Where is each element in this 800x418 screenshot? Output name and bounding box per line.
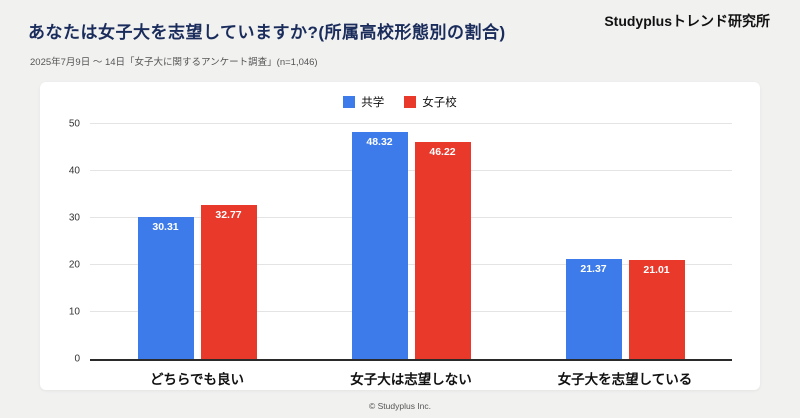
x-axis-labels: どちらでも良い 女子大は志望しない 女子大を志望している	[90, 368, 732, 388]
y-axis-tick-label: 50	[68, 118, 80, 130]
y-axis-tick-label: 40	[68, 165, 80, 177]
legend-label: 共学	[361, 97, 385, 109]
bar-共学-どちらでも良い: 30.31	[137, 216, 194, 359]
bar-value-label: 21.37	[580, 262, 607, 275]
legend-swatch-icon	[343, 96, 356, 108]
bar-groups: 30.31 32.77 48.32 46.22 21.37 21.01	[90, 124, 732, 359]
bar-共学-女子大は志望しない: 48.32	[351, 131, 408, 359]
legend-label: 女子校	[422, 97, 457, 109]
chart-legend: 共学 女子校	[40, 94, 760, 110]
legend-item: 共学	[343, 94, 384, 110]
gridline	[90, 123, 732, 124]
bar-共学-女子大を志望している: 21.37	[565, 258, 622, 359]
gridline	[90, 170, 732, 171]
chart-card: 共学 女子校 30.31 32.77 48.32 46.22 21.37 21.01 0 10…	[40, 82, 760, 390]
survey-subtitle: 2025年7月9日 〜 14日「女子大に関するアンケート調査」(n=1,046)	[30, 57, 318, 68]
copyright-text: © Studyplus Inc.	[368, 401, 431, 411]
bar-value-label: 30.31	[152, 220, 179, 233]
y-axis-tick-label: 10	[68, 306, 80, 318]
gridline	[90, 264, 732, 265]
gridline	[90, 311, 732, 312]
brand-logo-text: Studyplusトレンド研究所	[604, 13, 770, 29]
category-label: 女子大は志望しない	[350, 372, 472, 387]
gridline	[90, 217, 732, 218]
y-axis-tick-label: 30	[68, 212, 80, 224]
legend-swatch-icon	[404, 96, 417, 108]
plot-area: 30.31 32.77 48.32 46.22 21.37 21.01 0 10 20 30 40…	[69, 119, 732, 365]
bar-group: 48.32 46.22	[304, 124, 518, 359]
bar-group: 30.31 32.77	[90, 124, 304, 359]
bar-value-label: 46.22	[429, 145, 456, 158]
bar-value-label: 32.77	[215, 208, 242, 221]
y-axis-tick-label: 0	[74, 353, 80, 365]
bar-女子校-どちらでも良い: 32.77	[200, 204, 257, 359]
bar-女子校-女子大を志望している: 21.01	[628, 260, 685, 359]
legend-item: 女子校	[404, 94, 457, 110]
page-title: あなたは女子大を志望していますか?(所属高校形態別の割合)	[28, 23, 506, 42]
bar-value-label: 48.32	[366, 135, 393, 148]
y-axis-tick-label: 20	[68, 259, 80, 271]
bar-group: 21.37 21.01	[518, 124, 732, 359]
bar-value-label: 21.01	[643, 264, 670, 277]
bar-女子校-女子大は志望しない: 46.22	[414, 141, 471, 359]
category-label: 女子大を志望している	[557, 372, 693, 387]
category-label: どちらでも良い	[149, 372, 245, 387]
